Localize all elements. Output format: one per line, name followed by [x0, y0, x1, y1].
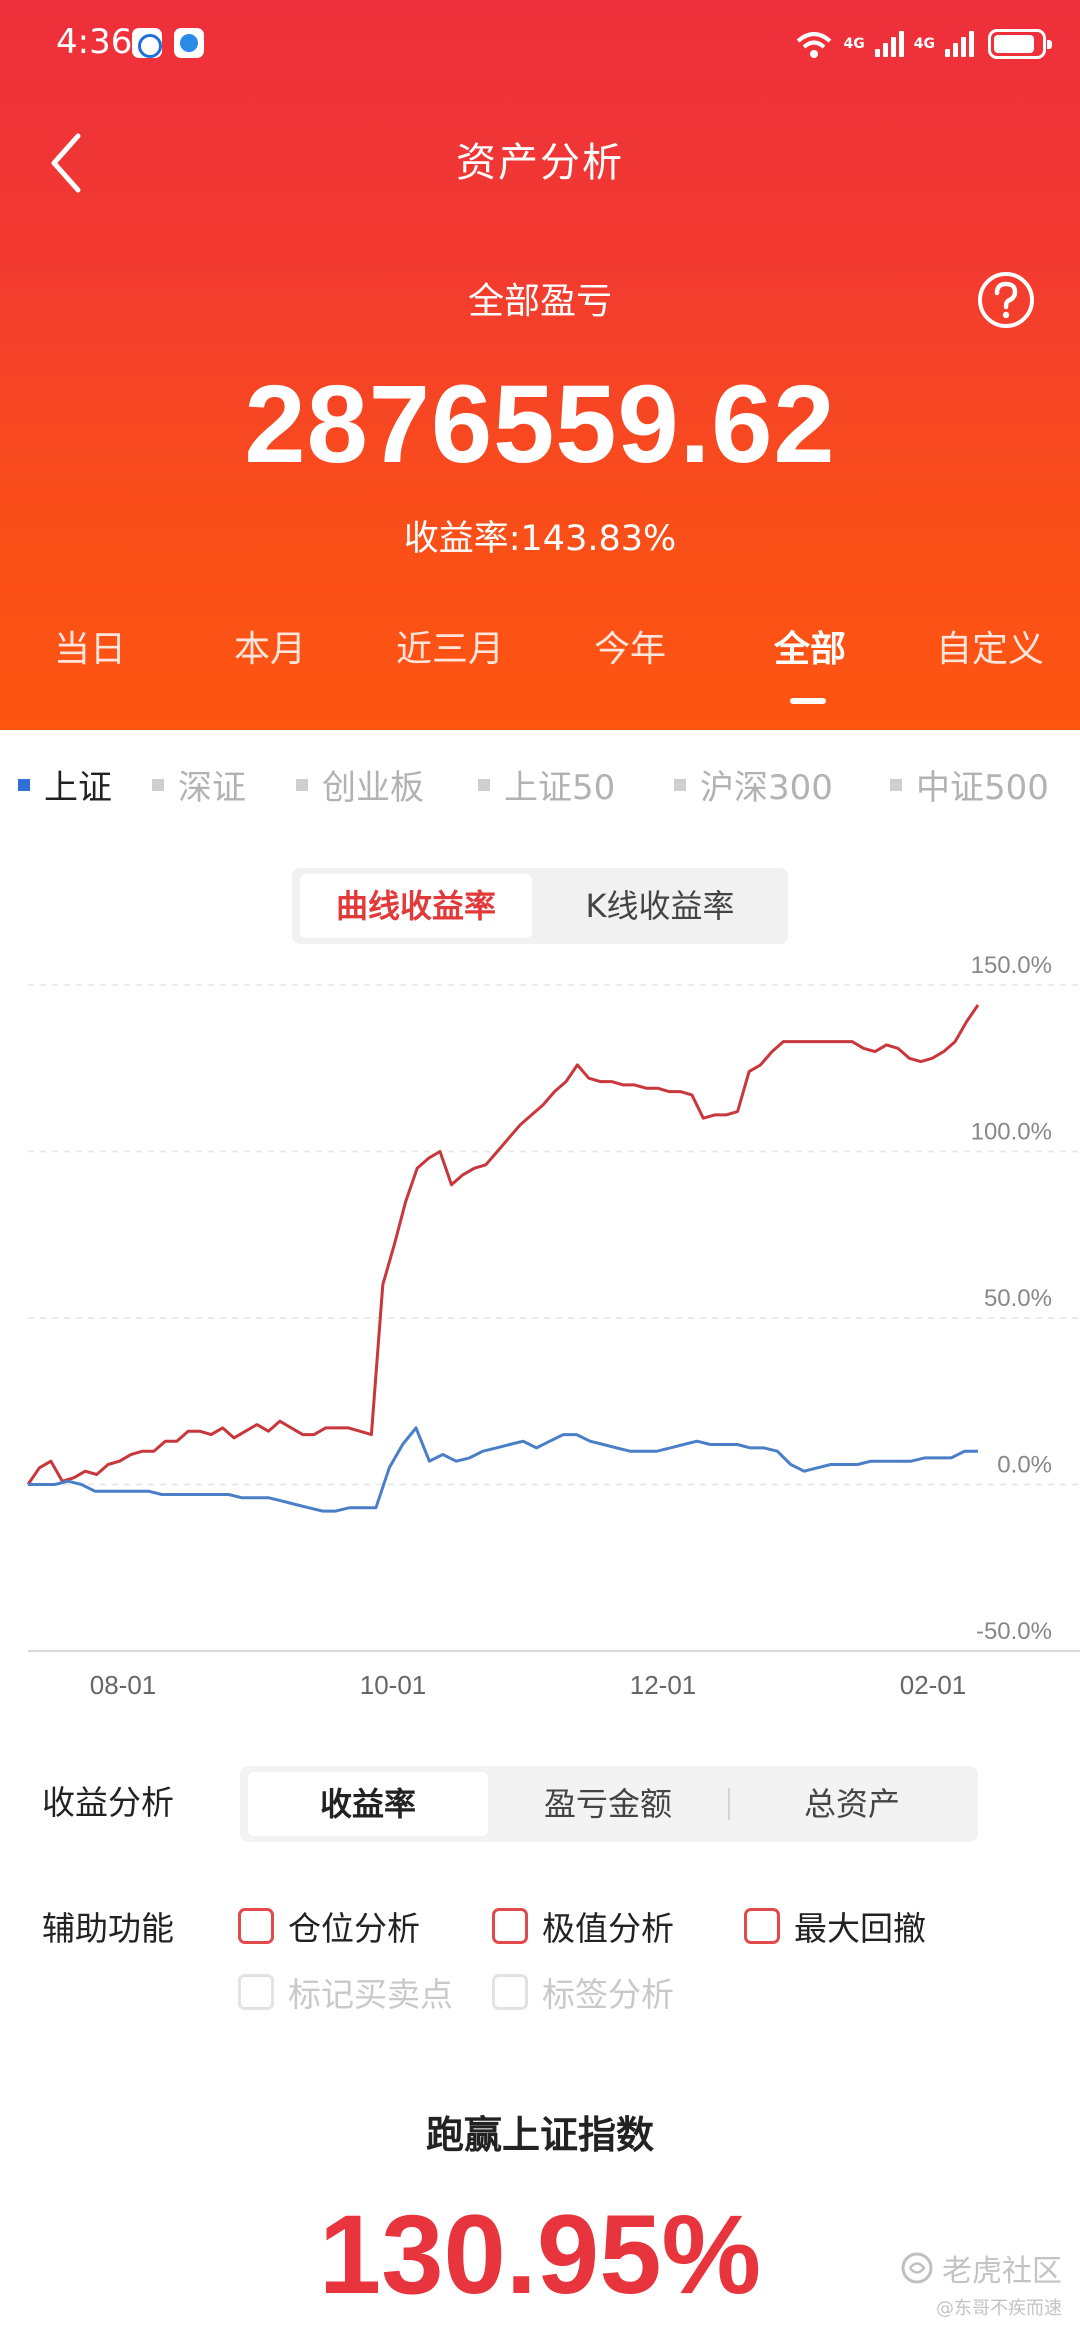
index-shanghai[interactable]: 上证: [18, 760, 112, 809]
index-csi500[interactable]: 中证500: [890, 760, 1049, 809]
position-analysis-checkbox[interactable]: 仓位分析: [238, 1902, 420, 1950]
watermark-user: @东哥不疾而速: [936, 2298, 1062, 2319]
network-type-label: 4G: [843, 36, 865, 52]
x-tick-label: 08-01: [90, 1670, 157, 1700]
y-tick-label: 150.0%: [971, 952, 1052, 979]
y-tick-label: 50.0%: [984, 1285, 1052, 1312]
benchmark-index-selector: 上证 深证 创业板 上证50 沪深300 中证500: [0, 760, 1080, 820]
checkbox-label: 最大回撤: [794, 1909, 926, 1948]
legend-marker: [674, 778, 686, 791]
tiger-logo-icon: [901, 2252, 933, 2284]
total-pnl-label: 全部盈亏: [467, 281, 612, 322]
y-tick-label: -50.0%: [976, 1618, 1052, 1645]
x-tick-label: 02-01: [900, 1670, 967, 1700]
notification-app-icon: [132, 28, 162, 58]
tab-this-month[interactable]: 本月: [233, 629, 306, 670]
yield-chart: 150.0% 100.0% 50.0% 0.0% -50.0% 08-01 10-01 12-…: [0, 940, 1080, 1700]
beat-index-label: 跑赢上证指数: [425, 2113, 654, 2157]
checkbox-label: 极值分析: [542, 1909, 674, 1948]
wifi-icon: [796, 32, 831, 58]
pnl-amount-option[interactable]: 盈亏金额: [543, 1785, 672, 1823]
index-label: 上证: [44, 768, 112, 808]
x-tick-label: 10-01: [360, 1670, 427, 1700]
legend-marker: [18, 778, 30, 791]
status-bar: 4:36 4G 4G: [0, 0, 1080, 90]
tab-this-year[interactable]: 今年: [593, 629, 666, 670]
status-icons: 4G 4G: [794, 24, 1052, 64]
aux-functions-label: 辅助功能: [42, 1909, 174, 1948]
y-tick-label: 0.0%: [997, 1452, 1052, 1479]
signal-icon: [874, 31, 904, 57]
checkbox-box: [238, 1974, 274, 2010]
help-icon[interactable]: [976, 270, 1036, 330]
network-type-label: 4G: [913, 36, 935, 52]
checkbox-box: [238, 1908, 274, 1944]
y-tick-label: 100.0%: [971, 1119, 1052, 1146]
status-time: 4:36: [56, 22, 133, 62]
index-shenzhen[interactable]: 深证: [152, 760, 246, 809]
chart-mode-toggle: 曲线收益率 K线收益率: [292, 868, 788, 944]
legend-marker: [152, 778, 164, 791]
watermark-logo: 老虎社区: [900, 2246, 1062, 2290]
checkbox-label: 标记买卖点: [288, 1975, 453, 2014]
index-label: 沪深300: [700, 768, 833, 808]
tab-all[interactable]: 全部: [773, 629, 846, 670]
index-label: 上证50: [504, 768, 616, 808]
index-yield-line: [28, 1426, 978, 1513]
battery-icon: [988, 29, 1052, 59]
page-title: 资产分析: [456, 140, 624, 186]
index-label: 中证500: [916, 768, 1049, 808]
extreme-analysis-checkbox[interactable]: 极值分析: [492, 1902, 674, 1950]
watermark: 老虎社区 @东哥不疾而速: [900, 2246, 1062, 2320]
legend-marker: [296, 778, 308, 791]
active-tab-indicator: [790, 698, 826, 704]
yield-rate-value: 143.83%: [520, 519, 677, 559]
mark-trades-checkbox: 标记买卖点: [238, 1968, 453, 2016]
watermark-brand: 老虎社区: [942, 2254, 1062, 2289]
index-label: 深证: [178, 768, 246, 808]
notification-app-icon: [174, 28, 204, 58]
index-chinext[interactable]: 创业板: [296, 760, 424, 809]
total-pnl-value: 2876559.62: [244, 363, 836, 486]
yield-rate-option[interactable]: 收益率: [248, 1772, 488, 1836]
x-tick-label: 12-01: [630, 1670, 697, 1700]
checkbox-box: [492, 1974, 528, 2010]
curve-yield-button[interactable]: 曲线收益率: [300, 874, 532, 938]
max-drawdown-checkbox[interactable]: 最大回撤: [744, 1902, 926, 1950]
checkbox-label: 标签分析: [542, 1975, 674, 2014]
checkbox-label: 仓位分析: [288, 1909, 420, 1948]
kline-yield-button[interactable]: K线收益率: [585, 887, 735, 925]
index-csi300[interactable]: 沪深300: [674, 760, 833, 809]
tag-analysis-checkbox: 标签分析: [492, 1968, 674, 2016]
analysis-segmented-control: 收益率 盈亏金额 总资产: [240, 1766, 978, 1842]
legend-marker: [478, 778, 490, 791]
total-assets-option[interactable]: 总资产: [803, 1785, 900, 1823]
tab-custom[interactable]: 自定义: [935, 629, 1044, 670]
portfolio-yield-line: [26, 1004, 980, 1486]
back-arrow-icon[interactable]: [44, 128, 88, 198]
beat-index-value: 130.95%: [318, 2192, 762, 2317]
checkbox-box: [492, 1908, 528, 1944]
period-tabs: 当日 本月 近三月 今年 全部 自定义: [0, 620, 1080, 710]
tab-last-three-months[interactable]: 近三月: [395, 629, 504, 670]
checkbox-box: [744, 1908, 780, 1944]
signal-icon: [945, 31, 974, 57]
index-label: 创业板: [322, 768, 424, 808]
legend-marker: [890, 778, 902, 791]
index-sse50[interactable]: 上证50: [478, 760, 615, 809]
header-panel: 4:36 4G 4G 资产分析 全部盈亏 2876559.62 收益率:143.…: [0, 0, 1080, 730]
yield-rate-label: 收益率:: [403, 519, 521, 559]
analysis-label: 收益分析: [42, 1783, 174, 1822]
yield-rate: 收益率:143.83%: [0, 510, 1080, 561]
tab-today[interactable]: 当日: [53, 629, 126, 670]
yield-chart-svg: 150.0% 100.0% 50.0% 0.0% -50.0% 08-01 10-01 12-…: [26, 952, 1080, 1700]
segment-divider: [728, 1788, 730, 1820]
